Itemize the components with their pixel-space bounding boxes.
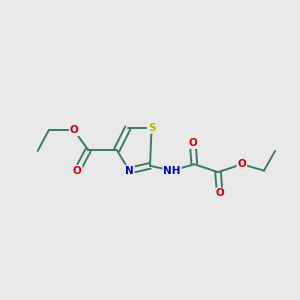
Text: S: S	[148, 123, 155, 133]
Text: O: O	[73, 166, 82, 176]
Text: O: O	[70, 125, 78, 135]
Text: O: O	[188, 138, 197, 148]
Text: O: O	[237, 159, 246, 169]
Text: N: N	[125, 166, 134, 176]
Text: O: O	[215, 188, 224, 198]
Text: NH: NH	[164, 166, 181, 176]
